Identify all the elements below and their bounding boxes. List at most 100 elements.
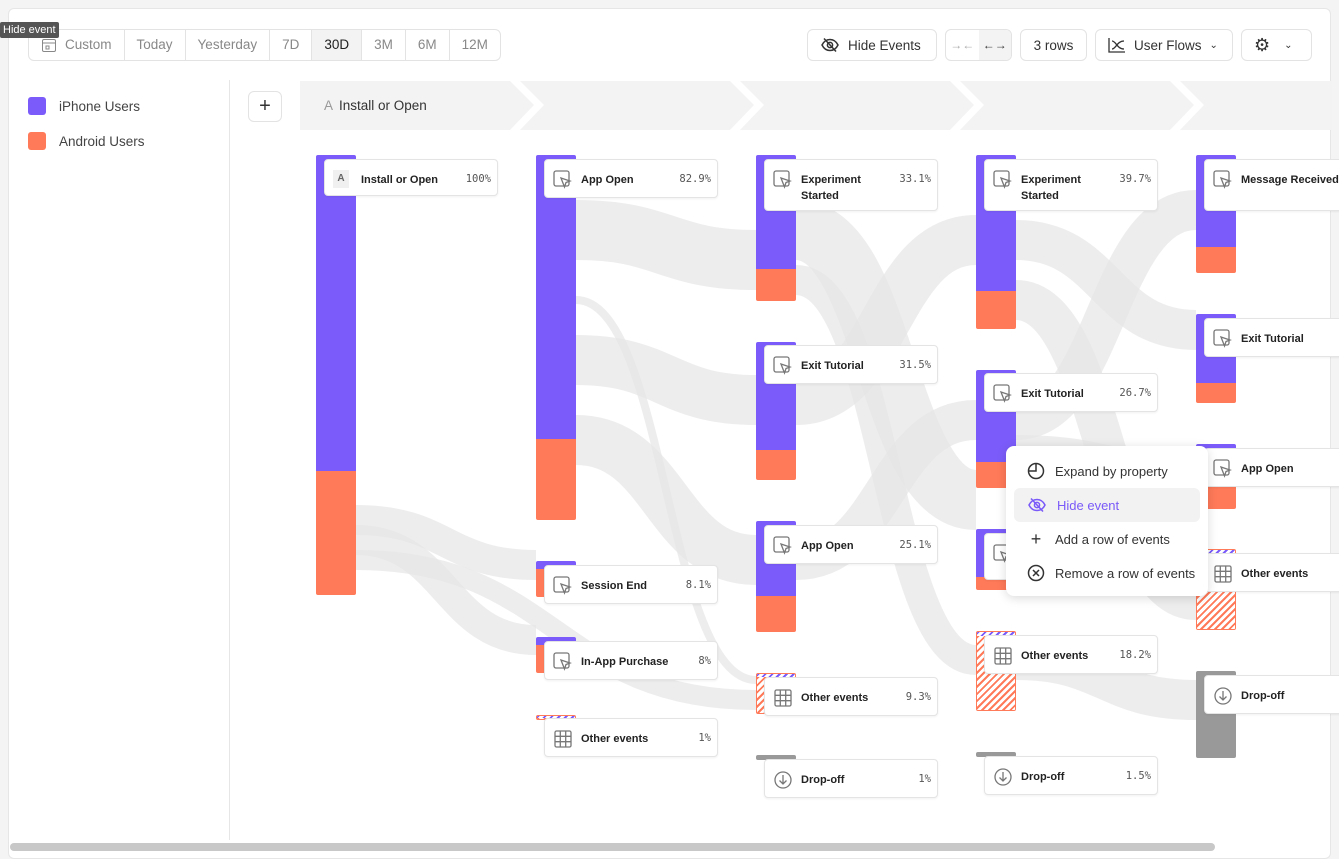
- android-swatch: [28, 132, 46, 150]
- menu-label: Remove a row of events: [1055, 565, 1196, 581]
- date-option-30d[interactable]: 30D: [312, 30, 363, 60]
- node-percent: 100%: [465, 173, 491, 185]
- menu-item-expand-by-property[interactable]: Expand by property: [1014, 454, 1200, 488]
- flow-link: [575, 335, 757, 425]
- date-option-yesterday[interactable]: Yesterday: [186, 30, 271, 60]
- node-card-session-end[interactable]: Session End 8.1%: [544, 565, 718, 604]
- collapse-icon[interactable]: →←: [950, 38, 975, 52]
- view-selector[interactable]: User Flows ⌄: [1095, 29, 1233, 61]
- flow-link: [355, 505, 537, 580]
- settings-button[interactable]: ⚙ ⌄: [1241, 29, 1312, 61]
- node-card-other-events[interactable]: Other events: [1204, 553, 1339, 592]
- node-label: Other events: [1241, 568, 1309, 580]
- cursor-icon: [773, 170, 793, 190]
- node-card-install-or-open[interactable]: A Install or Open 100%: [324, 159, 498, 196]
- cursor-icon: [553, 652, 573, 672]
- node-percent: 33.1%: [899, 173, 931, 185]
- node-card-exit-tutorial[interactable]: Exit Tutorial 31.5%: [764, 345, 938, 384]
- remove-circle-icon: [1027, 564, 1045, 582]
- dropoff-icon: [993, 767, 1013, 787]
- node-label: App Open: [1241, 463, 1294, 475]
- custom-label: Custom: [65, 37, 112, 52]
- node-percent: 18.2%: [1119, 649, 1151, 661]
- node-card-message-received[interactable]: Message Received: [1204, 159, 1339, 211]
- node-label: Experiment Started: [801, 174, 861, 202]
- cursor-icon: [553, 576, 573, 596]
- node-card-exit-tutorial[interactable]: Exit Tutorial: [1204, 318, 1339, 357]
- node-card-in-app-purchase[interactable]: In-App Purchase 8%: [544, 641, 718, 680]
- step-band: [960, 81, 1194, 130]
- node-percent: 31.5%: [899, 359, 931, 371]
- legend-label: Android Users: [59, 133, 145, 149]
- date-option-7d[interactable]: 7D: [270, 30, 313, 60]
- menu-label: Expand by property: [1055, 463, 1168, 479]
- gear-icon: ⚙: [1254, 34, 1271, 55]
- legend-label: iPhone Users: [59, 98, 141, 114]
- node-percent: 1%: [698, 732, 711, 744]
- tooltip: Hide event: [0, 22, 59, 38]
- node-label: Exit Tutorial: [801, 360, 864, 372]
- date-option-today[interactable]: Today: [125, 30, 186, 60]
- node-label: Exit Tutorial: [1241, 333, 1304, 345]
- node-bar[interactable]: [536, 155, 576, 520]
- cursor-icon: [553, 170, 573, 190]
- node-card-other-events[interactable]: Other events 9.3%: [764, 677, 938, 716]
- add-step-button[interactable]: +: [248, 91, 282, 122]
- node-card-experiment-started[interactable]: Experiment Started 39.7%: [984, 159, 1158, 211]
- letter-a-icon: A: [333, 170, 353, 190]
- menu-item-add-row[interactable]: + Add a row of events: [1014, 522, 1200, 556]
- node-card-other-events[interactable]: Other events 18.2%: [984, 635, 1158, 674]
- legend-item-iphone[interactable]: iPhone Users: [28, 97, 140, 115]
- node-card-exit-tutorial[interactable]: Exit Tutorial 26.7%: [984, 373, 1158, 412]
- eye-off-icon: [1028, 497, 1046, 513]
- node-label: Experiment Started: [1021, 174, 1081, 202]
- date-range-selector: Custom Today Yesterday 7D 30D 3M 6M 12M: [28, 29, 501, 61]
- node-card-app-open[interactable]: App Open: [1204, 448, 1339, 487]
- menu-item-hide-event[interactable]: Hide event: [1014, 488, 1200, 522]
- grid-icon: [993, 646, 1013, 666]
- node-label: App Open: [581, 174, 634, 186]
- cursor-icon: [1213, 329, 1233, 349]
- flow-link: [793, 215, 979, 425]
- node-card-other-events[interactable]: Other events 1%: [544, 718, 718, 757]
- node-card-drop-off[interactable]: Drop-off 1.5%: [984, 756, 1158, 795]
- cursor-icon: [1213, 459, 1233, 479]
- node-label: Drop-off: [1021, 771, 1065, 783]
- menu-item-remove-row[interactable]: Remove a row of events: [1014, 556, 1200, 590]
- context-menu: Expand by property Hide event + Add a row…: [1006, 446, 1208, 596]
- step-band: [300, 81, 534, 130]
- plus-icon: +: [1030, 528, 1042, 549]
- step-letter: A: [324, 98, 334, 113]
- flow-link: [575, 200, 757, 290]
- node-percent: 26.7%: [1119, 387, 1151, 399]
- node-label: Drop-off: [1241, 690, 1285, 702]
- node-card-drop-off[interactable]: Drop-off 1%: [764, 759, 938, 798]
- legend-item-android[interactable]: Android Users: [28, 132, 145, 150]
- date-option-12m[interactable]: 12M: [461, 37, 488, 52]
- node-percent: 8%: [698, 655, 711, 667]
- flow-link: [355, 525, 537, 655]
- step-a-label[interactable]: A Install or Open: [324, 98, 427, 113]
- step-band: [740, 81, 974, 130]
- dropoff-bar[interactable]: [756, 755, 796, 760]
- dropoff-bar[interactable]: [976, 752, 1016, 757]
- node-card-drop-off[interactable]: Drop-off: [1204, 675, 1339, 714]
- cursor-icon: [993, 170, 1013, 190]
- cursor-icon: [773, 536, 793, 556]
- eye-off-icon: [821, 37, 839, 53]
- node-card-app-open[interactable]: App Open 25.1%: [764, 525, 938, 564]
- flow-link: [574, 415, 758, 585]
- date-option-6m[interactable]: 6M: [406, 30, 450, 60]
- horizontal-scrollbar[interactable]: [10, 843, 1215, 851]
- node-bar[interactable]: [316, 155, 356, 595]
- chevron-down-icon: ⌄: [1284, 39, 1293, 51]
- expand-icon[interactable]: ←→: [978, 30, 1011, 60]
- rows-button[interactable]: 3 rows: [1020, 29, 1087, 61]
- node-card-app-open[interactable]: App Open 82.9%: [544, 159, 718, 198]
- node-label: Exit Tutorial: [1021, 388, 1084, 400]
- date-option-3m[interactable]: 3M: [362, 30, 406, 60]
- node-percent: 1%: [918, 773, 931, 785]
- node-card-experiment-started[interactable]: Experiment Started 33.1%: [764, 159, 938, 211]
- date-custom-button[interactable]: Custom: [29, 30, 125, 60]
- hide-events-button[interactable]: Hide Events: [807, 29, 937, 61]
